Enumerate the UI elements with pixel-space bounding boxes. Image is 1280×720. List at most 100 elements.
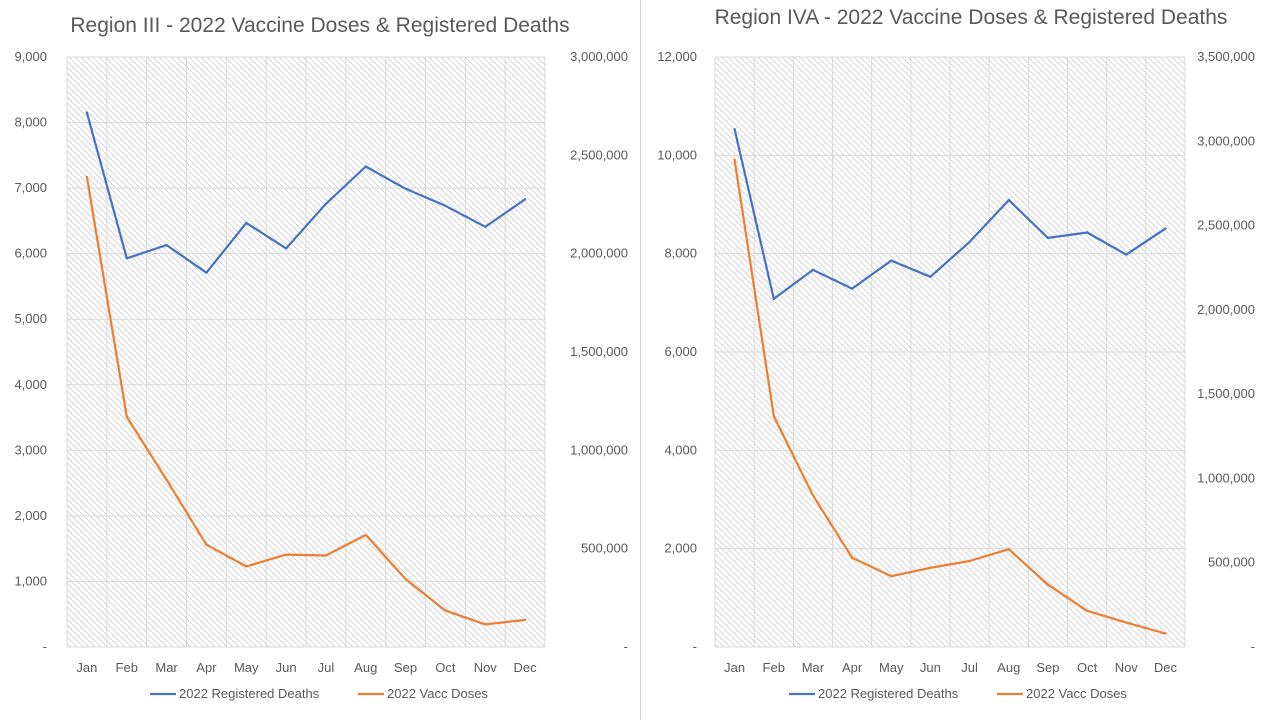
x-tick-label: Mar: [155, 660, 178, 675]
y-left-tick-label: 2,000: [14, 508, 47, 523]
data-point: [324, 202, 328, 205]
series-line-vacc-doses: [85, 175, 527, 626]
y-left-tick-label: 1,000: [14, 573, 47, 588]
x-tick-label: Sep: [1036, 660, 1059, 675]
data-point: [968, 240, 971, 244]
chart-title: Region III - 2022 Vaccine Doses & Regist…: [70, 14, 569, 37]
x-tick-label: Dec: [514, 660, 538, 675]
y-right-tick-label: 2,500,000: [1197, 218, 1255, 233]
series-line-registered-deaths: [733, 128, 1167, 300]
data-point: [811, 268, 815, 272]
x-tick-label: Oct: [1077, 660, 1098, 675]
y-left-tick-label: 6,000: [14, 246, 47, 261]
x-tick-label: Jun: [920, 660, 941, 675]
y-left-tick-label: 4,000: [664, 442, 697, 457]
data-point: [1046, 583, 1050, 586]
y-right-tick-label: 3,000,000: [1197, 133, 1255, 148]
x-tick-label: Jul: [961, 660, 978, 675]
data-point: [1085, 231, 1089, 234]
x-tick-label: Feb: [116, 660, 138, 675]
data-point: [968, 559, 971, 563]
data-point: [1164, 632, 1167, 635]
y-left-tick-label: 4,000: [14, 377, 47, 392]
data-point: [1007, 548, 1010, 551]
x-tick-label: Feb: [763, 660, 785, 675]
data-point: [1164, 227, 1167, 230]
x-tick-label: Nov: [474, 660, 498, 675]
data-point: [772, 297, 775, 301]
y-right-tick-label: -: [1251, 639, 1255, 654]
series-line-vacc-doses: [733, 158, 1167, 635]
data-point: [1046, 236, 1050, 240]
data-point: [929, 566, 932, 569]
chart-title: Region IVA - 2022 Vaccine Doses & Regist…: [715, 6, 1228, 29]
data-point: [484, 225, 487, 228]
data-point: [85, 175, 89, 179]
data-point: [125, 415, 128, 419]
y-left-tick-label: 7,000: [14, 180, 47, 195]
y-left-tick-label: -: [43, 639, 47, 654]
data-point: [85, 111, 89, 114]
x-tick-label: Oct: [435, 660, 456, 675]
data-point: [284, 247, 288, 250]
data-point: [1125, 621, 1128, 624]
y-left-tick-label: 9,000: [14, 49, 47, 64]
data-point: [444, 204, 447, 207]
y-left-tick-label: 6,000: [664, 344, 697, 359]
y-left-tick-label: 8,000: [664, 246, 697, 261]
data-point: [165, 243, 168, 247]
data-point: [1007, 198, 1010, 202]
y-right-tick-label: 500,000: [581, 541, 628, 556]
y-right-tick-label: 3,500,000: [1197, 49, 1255, 64]
x-tick-label: Nov: [1115, 660, 1139, 675]
x-tick-label: Jan: [76, 660, 97, 675]
y-right-tick-label: -: [624, 639, 628, 654]
data-point: [444, 609, 447, 612]
data-point: [890, 575, 893, 578]
data-point: [772, 414, 775, 418]
x-tick-label: Dec: [1154, 660, 1178, 675]
y-left-tick-label: 10,000: [657, 147, 697, 162]
chart-region-iva: Region IVA - 2022 Vaccine Doses & Regist…: [657, 6, 1255, 701]
data-point: [733, 128, 736, 131]
data-point: [850, 556, 854, 559]
y-left-tick-label: 3,000: [14, 442, 47, 457]
legend-label: 2022 Vacc Doses: [1026, 686, 1127, 701]
data-point: [125, 257, 128, 260]
data-point: [733, 158, 736, 161]
x-tick-label: Mar: [802, 660, 825, 675]
series-line-registered-deaths: [85, 111, 527, 274]
x-tick-label: Jan: [724, 660, 745, 675]
data-point: [1125, 253, 1128, 256]
y-left-tick-label: 8,000: [14, 115, 47, 130]
data-point: [929, 275, 932, 278]
legend-label: 2022 Registered Deaths: [818, 686, 959, 701]
data-point: [165, 478, 168, 481]
x-tick-label: Aug: [354, 660, 377, 675]
y-left-tick-label: 5,000: [14, 311, 47, 326]
x-tick-label: Apr: [842, 660, 863, 675]
data-point: [484, 623, 487, 626]
data-point: [324, 554, 328, 557]
x-tick-label: Apr: [196, 660, 217, 675]
data-point: [523, 198, 527, 201]
data-point: [850, 287, 854, 290]
data-point: [890, 259, 893, 262]
y-right-tick-label: 3,000,000: [570, 49, 628, 64]
x-tick-label: May: [234, 660, 259, 675]
data-point: [245, 221, 248, 225]
x-tick-label: Jul: [318, 660, 335, 675]
legend-label: 2022 Vacc Doses: [387, 686, 488, 701]
data-point: [404, 187, 407, 190]
data-point: [245, 565, 248, 568]
data-point: [284, 553, 288, 556]
y-left-tick-label: 12,000: [657, 49, 697, 64]
y-right-tick-label: 2,500,000: [570, 147, 628, 162]
data-point: [205, 271, 208, 274]
data-point: [523, 618, 527, 622]
chart-panel-region-iva: Region IVA - 2022 Vaccine Doses & Regist…: [641, 0, 1280, 720]
y-right-tick-label: 2,000,000: [1197, 302, 1255, 317]
x-tick-label: Jun: [276, 660, 297, 675]
y-right-tick-label: 500,000: [1208, 555, 1255, 570]
y-left-tick-label: -: [693, 639, 697, 654]
